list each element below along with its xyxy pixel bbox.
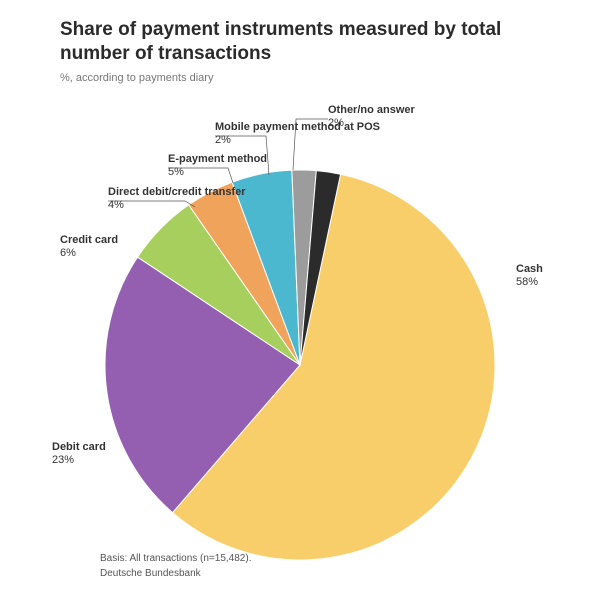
slice-label-name: Cash [516,263,543,275]
chart-footnote: Basis: All transactions (n=15,482). Deut… [100,551,251,581]
slice-label-name: Debit card [52,441,106,453]
slice-label-value: 23% [52,454,74,466]
slice-label-name: E-payment method [168,153,267,165]
footnote-basis: Basis: All transactions (n=15,482). [100,551,251,566]
slice-label-name: Mobile payment method at POS [215,121,380,133]
slice-label-value: 5% [168,166,184,178]
slice-label-name: Direct debit/credit transfer [108,186,246,198]
footnote-source: Deutsche Bundesbank [100,566,251,581]
slice-label-value: 4% [108,199,124,211]
slice-label-value: 58% [516,276,538,288]
slice-label-name: Other/no answer [328,104,416,116]
slice-label-value: 2% [328,117,344,129]
slice-label-value: 2% [215,134,231,146]
slice-label-name: Credit card [60,234,118,246]
page: Share of payment instruments measured by… [0,0,600,605]
slice-label-value: 6% [60,247,76,259]
pie-chart: Cash58% Debit card23% Credit card6% Direct … [0,0,600,605]
